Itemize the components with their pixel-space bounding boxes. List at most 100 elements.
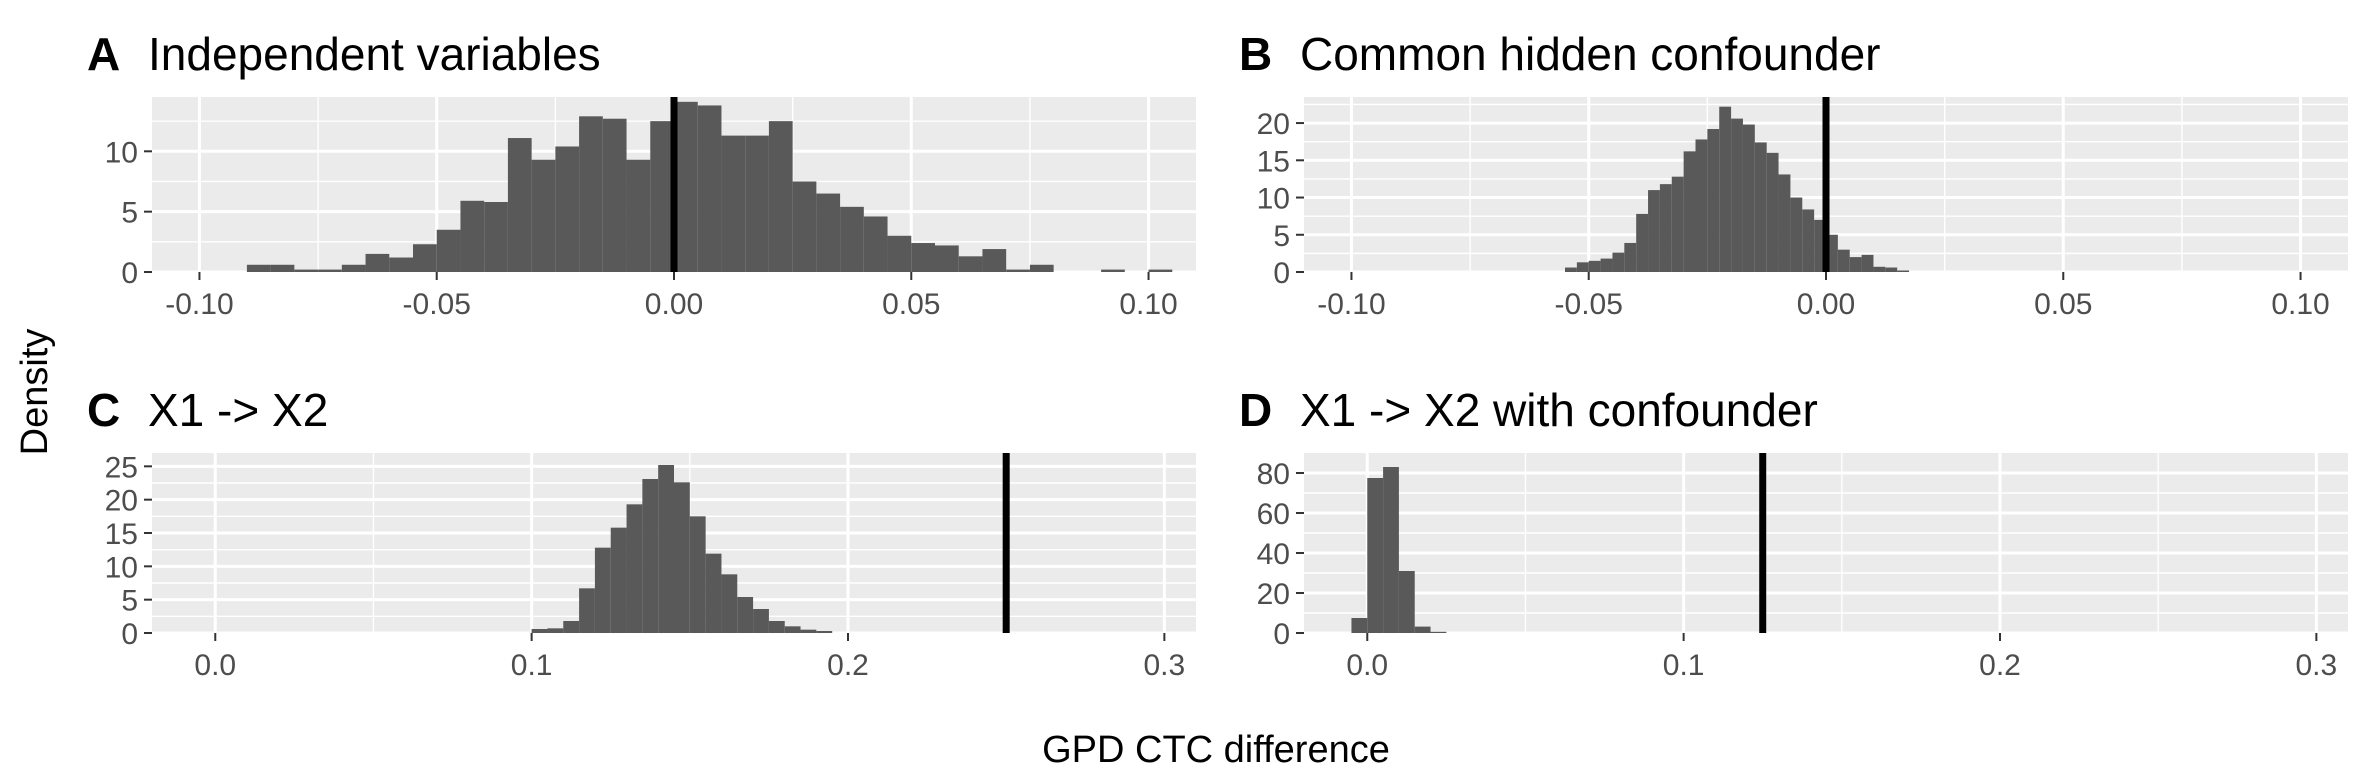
panel-tag: B bbox=[1239, 28, 1272, 80]
x-tick-label: -0.10 bbox=[165, 288, 233, 321]
histogram-bar bbox=[721, 135, 746, 272]
histogram-bar bbox=[1351, 618, 1368, 633]
x-tick-label: 0.1 bbox=[1663, 649, 1705, 682]
histogram-bar bbox=[1383, 467, 1399, 633]
histogram-bar bbox=[555, 146, 580, 272]
histogram-bar bbox=[270, 264, 295, 272]
histogram-bar bbox=[1148, 269, 1173, 272]
histogram-bar bbox=[1719, 106, 1732, 273]
y-tick-label: 0 bbox=[121, 257, 138, 290]
y-tick-label: 80 bbox=[1257, 458, 1290, 491]
y-tick-label: 5 bbox=[121, 585, 138, 618]
histogram-bar bbox=[1814, 219, 1826, 272]
histogram-bar bbox=[1006, 269, 1030, 272]
histogram-bar bbox=[705, 553, 722, 633]
histogram-bar bbox=[768, 621, 785, 633]
histogram-bar bbox=[318, 269, 342, 272]
histogram-bar bbox=[1802, 209, 1815, 272]
histogram-bar bbox=[650, 121, 674, 272]
histogram-bar bbox=[768, 121, 793, 272]
y-tick-label: 5 bbox=[121, 197, 138, 230]
y-tick-label: 60 bbox=[1257, 498, 1290, 531]
histogram-bar bbox=[594, 547, 611, 633]
x-tick-label: 0.05 bbox=[2034, 288, 2092, 321]
histogram-bar bbox=[642, 479, 659, 633]
histogram-bar bbox=[1707, 129, 1720, 272]
histogram-bar bbox=[563, 621, 580, 633]
y-tick-label: 20 bbox=[105, 485, 138, 518]
panel-a: -0.10 -0.05 0.00 0.05 0.10 0 5 10 A Independent v… bbox=[87, 28, 1196, 321]
histogram-bar bbox=[737, 597, 754, 633]
histogram-bar bbox=[1565, 267, 1577, 272]
x-tick-label: -0.05 bbox=[403, 288, 471, 321]
x-axis-label: GPD CTC difference bbox=[1042, 729, 1390, 771]
histogram-bar bbox=[753, 609, 769, 633]
panel-title: Common hidden confounder bbox=[1300, 28, 1880, 80]
x-tick-label: 0.3 bbox=[2296, 649, 2338, 682]
histogram-bar bbox=[1612, 252, 1625, 272]
histogram-bar bbox=[1790, 197, 1803, 272]
histogram-bar bbox=[389, 257, 413, 272]
histogram-bar bbox=[602, 118, 627, 272]
histogram-bar bbox=[341, 264, 366, 272]
x-tick-label: 0.0 bbox=[194, 649, 236, 682]
histogram-bar bbox=[792, 181, 817, 272]
histogram-bar bbox=[1837, 249, 1850, 272]
y-tick-label: 15 bbox=[105, 518, 138, 551]
histogram-bar bbox=[800, 629, 817, 633]
histogram-bar bbox=[674, 101, 698, 273]
y-tick-label: 25 bbox=[105, 451, 138, 484]
histogram-bar bbox=[1671, 176, 1684, 272]
histogram-bar bbox=[1778, 174, 1791, 272]
histogram-bar bbox=[484, 202, 508, 272]
y-tick-label: 0 bbox=[1273, 257, 1290, 290]
x-tick-label: 0.2 bbox=[1979, 649, 2021, 682]
histogram-bar bbox=[674, 482, 690, 633]
y-tick-label: 20 bbox=[1257, 108, 1290, 141]
x-tick-label: 0.00 bbox=[1797, 288, 1855, 321]
histogram-bar bbox=[689, 516, 706, 633]
histogram-bar bbox=[1600, 258, 1613, 272]
panel-tag: C bbox=[87, 384, 120, 436]
histogram-bar bbox=[626, 504, 643, 633]
panel-b: -0.10 -0.05 0.00 0.05 0.10 0 5 10 15 20 B Common hi… bbox=[1239, 28, 2348, 321]
y-tick-label: 5 bbox=[1273, 220, 1290, 253]
histogram-bar bbox=[507, 138, 532, 272]
y-tick-label: 20 bbox=[1257, 578, 1290, 611]
histogram-bar bbox=[365, 253, 390, 272]
y-tick-label: 10 bbox=[1257, 183, 1290, 216]
y-tick-label: 15 bbox=[1257, 145, 1290, 178]
x-tick-label: 0.05 bbox=[882, 288, 940, 321]
histogram-bar bbox=[745, 135, 769, 272]
x-tick-label: 0.10 bbox=[1119, 288, 1177, 321]
histogram-bar bbox=[1683, 151, 1696, 272]
histogram-bar bbox=[982, 249, 1007, 272]
panel-title: X1 -> X2 with confounder bbox=[1300, 384, 1818, 436]
histogram-bar bbox=[840, 206, 864, 272]
panel-title: X1 -> X2 bbox=[148, 384, 328, 436]
y-tick-label: 0 bbox=[1273, 618, 1290, 651]
histogram-bar bbox=[547, 628, 564, 633]
histogram-bar bbox=[1885, 267, 1898, 272]
y-tick-label: 10 bbox=[105, 136, 138, 169]
histogram-bar bbox=[721, 574, 738, 633]
histogram-bar bbox=[1731, 118, 1743, 273]
x-tick-label: 0.2 bbox=[827, 649, 869, 682]
y-axis-label: Density bbox=[14, 329, 56, 456]
histogram-bar bbox=[579, 588, 595, 633]
histogram-bar bbox=[1695, 139, 1708, 272]
histogram-bar bbox=[1742, 124, 1755, 272]
histogram-bar bbox=[1648, 190, 1660, 272]
histogram-bar bbox=[246, 264, 271, 272]
histogram-bar bbox=[1754, 142, 1767, 272]
panel-d: 0.0 0.1 0.2 0.3 0 20 40 60 80 D X1 -> X2 with conf… bbox=[1239, 384, 2348, 682]
histogram-bar bbox=[1398, 571, 1415, 633]
histogram-bar bbox=[1897, 270, 1910, 272]
histogram-bar bbox=[1588, 260, 1601, 272]
histogram-bar bbox=[460, 200, 485, 272]
histogram-bar bbox=[1636, 213, 1649, 272]
histogram-bar bbox=[1430, 631, 1447, 633]
histogram-bar bbox=[1849, 257, 1862, 272]
panel-tag: D bbox=[1239, 384, 1272, 436]
